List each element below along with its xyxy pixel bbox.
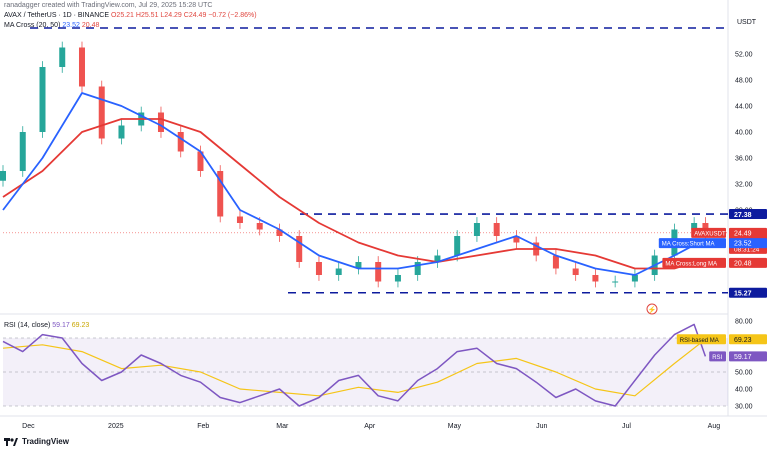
- ma-label[interactable]: MA Cross (20, 50): [4, 22, 61, 29]
- candle-body: [434, 255, 441, 262]
- candle-body: [0, 171, 6, 181]
- rsi-tick-label: 50.00: [735, 370, 753, 377]
- candle-body: [98, 86, 105, 139]
- ma-legend: MA Cross (20, 50) 23.52 20.48: [4, 22, 99, 29]
- rsi-name-label: RSI: [712, 355, 722, 361]
- rsi-legend: RSI (14, close) 59.17 69.23: [4, 322, 89, 329]
- candle-body: [592, 275, 599, 282]
- rsi-ma-value: 69.23: [71, 322, 90, 329]
- ma-long-value: 20.48: [81, 22, 100, 29]
- rsi-tick-label: 40.00: [735, 387, 753, 394]
- tradingview-icon: [4, 437, 18, 446]
- rsi-price-label: 59.17: [734, 354, 752, 361]
- candle-body: [631, 275, 638, 282]
- candle-body: [335, 268, 342, 275]
- rsi-price-tag: [729, 351, 767, 362]
- tradingview-logo: TradingView: [4, 437, 69, 446]
- rsi-label[interactable]: RSI (14, close): [4, 322, 51, 329]
- event-marker-icon: [646, 303, 658, 315]
- time-tick-label: Mar: [276, 423, 289, 430]
- ohlc-values: O25.21 H25.51 L24.29 C24.49 −0.72 (−2.86…: [110, 12, 257, 19]
- time-tick-label: 2025: [108, 423, 124, 430]
- time-tick-label: Apr: [364, 423, 376, 430]
- candle-body: [177, 132, 184, 152]
- series-price-label: 24.49: [734, 230, 752, 237]
- series-name-label: AVAXUSDT: [694, 231, 726, 237]
- price-tick-label: 36.00: [735, 156, 753, 163]
- short-ma-line: [2, 92, 706, 276]
- price-tick-label: 40.00: [735, 130, 753, 137]
- candle-body: [118, 125, 125, 139]
- candle-body: [276, 229, 283, 236]
- rsi-ma-line: [2, 338, 706, 397]
- credit-text: ranadagger created with TradingView.com,…: [4, 2, 213, 9]
- series-name-label: MA Cross:Short MA: [662, 242, 715, 248]
- price-tick-label: 48.00: [735, 78, 753, 85]
- price-tick-label: 52.00: [735, 52, 753, 59]
- rsi-name-label: RSI-based MA: [680, 338, 719, 344]
- rsi-name-tag: [709, 351, 726, 362]
- candle-body: [454, 236, 461, 256]
- series-price-label: 23.52: [734, 241, 752, 248]
- symbol-line: AVAX / TetherUS · 1D · BINANCE O25.21 H2…: [4, 12, 257, 19]
- symbol-name[interactable]: AVAX / TetherUS · 1D · BINANCE: [4, 12, 110, 19]
- candle-body: [256, 223, 263, 230]
- series-countdown-label: 08:31:24: [734, 246, 760, 253]
- rsi-price-tag: [729, 334, 767, 345]
- level-price-tag: [729, 287, 767, 298]
- rsi-name-tag: [676, 334, 726, 345]
- candle-body: [236, 216, 243, 223]
- time-tick-label: Jul: [622, 423, 631, 430]
- currency-label: USDT: [737, 19, 757, 26]
- time-tick-label: May: [448, 423, 462, 430]
- candle-body: [691, 223, 698, 230]
- level-price-label: 27.38: [734, 212, 752, 219]
- time-tick-label: Aug: [708, 423, 721, 430]
- candle-body: [375, 262, 382, 282]
- series-name-tag: [662, 257, 726, 268]
- series-price-label: 20.48: [734, 260, 752, 267]
- price-tick-label: 44.00: [735, 104, 753, 111]
- rsi-price-label: 69.23: [734, 337, 752, 344]
- series-name-tag: [658, 238, 726, 249]
- candle-body: [572, 268, 579, 275]
- time-tick-label: Dec: [22, 423, 35, 430]
- candle-body: [394, 275, 401, 282]
- candle-body: [296, 236, 303, 262]
- level-price-label: 15.27: [734, 291, 752, 298]
- event-marker-glyph: ⚡: [648, 305, 657, 314]
- time-tick-label: Jun: [536, 423, 547, 430]
- series-price-tag: [729, 257, 767, 268]
- rsi-tick-label: 30.00: [735, 404, 753, 411]
- time-tick-label: Feb: [197, 423, 209, 430]
- candle-body: [19, 132, 26, 171]
- series-name-label: MA Cross:Long MA: [665, 261, 717, 267]
- series-price-tag: [729, 238, 767, 249]
- candle-body: [552, 255, 559, 269]
- long-ma-line: [2, 118, 706, 270]
- candle-body: [197, 151, 204, 171]
- candle-body: [612, 281, 619, 283]
- candle-body: [355, 262, 362, 269]
- candle-body: [414, 262, 421, 275]
- series-name-tag: [691, 227, 726, 238]
- rsi-value: 59.17: [52, 322, 70, 329]
- candle-body: [78, 47, 85, 87]
- candle-body: [59, 47, 66, 67]
- candle-body: [513, 236, 520, 243]
- candle-body: [315, 262, 322, 275]
- rsi-line: [2, 323, 707, 407]
- candle-body: [493, 223, 500, 236]
- rsi-tick-label: 80.00: [735, 319, 753, 326]
- candle-body: [217, 171, 224, 217]
- candle-body: [157, 112, 164, 132]
- candle-body: [39, 67, 46, 132]
- ma-short-value: 23.52: [62, 22, 80, 29]
- footer-brand: TradingView: [22, 437, 69, 446]
- price-tick-label: 32.00: [735, 182, 753, 189]
- level-price-tag: [729, 209, 767, 220]
- candle-body: [473, 223, 480, 236]
- credit-line: ranadagger created with TradingView.com,…: [4, 2, 212, 9]
